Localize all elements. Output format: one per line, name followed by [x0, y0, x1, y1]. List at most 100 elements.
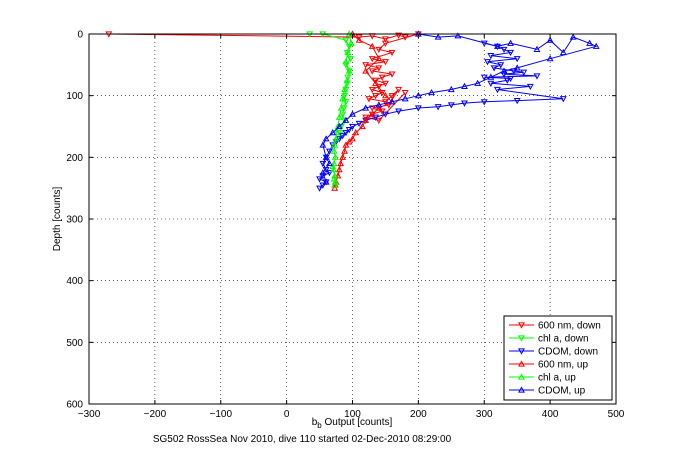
data-point: [347, 39, 355, 46]
data-point: [414, 105, 422, 112]
data-point: [365, 96, 373, 103]
data-point: [484, 59, 491, 66]
data-point: [355, 120, 363, 128]
data-point: [401, 34, 409, 41]
data-point: [343, 76, 351, 83]
data-point: [434, 104, 442, 111]
y-tick-label: 600: [66, 400, 83, 411]
data-point: [395, 32, 403, 39]
data-point: [493, 42, 501, 49]
data-point: [533, 45, 541, 52]
data-point: [447, 85, 455, 93]
data-point: [520, 69, 528, 76]
data-point: [339, 111, 347, 118]
data-point: [375, 55, 383, 62]
data-point: [388, 49, 396, 57]
legend-swatch-marker: [518, 335, 525, 342]
data-point: [329, 129, 337, 136]
x-tick-label: 300: [476, 409, 493, 420]
data-point: [337, 159, 345, 167]
data-point: [335, 166, 343, 173]
y-tick-label: 500: [66, 338, 83, 349]
data-point: [316, 176, 324, 183]
data-point: [337, 104, 345, 111]
data-point: [331, 184, 339, 191]
data-point: [395, 86, 403, 94]
series-600-nm-up: [331, 30, 396, 191]
data-point: [342, 37, 350, 44]
series-cdom-down: [316, 40, 567, 192]
x-tick-label: −300: [78, 409, 101, 420]
x-tick-label: 500: [608, 409, 625, 420]
data-point: [513, 56, 521, 63]
data-point: [339, 133, 347, 140]
legend: 600 nm, down chl a, down CDOM, down 600 nm,…: [503, 315, 613, 401]
data-point: [368, 105, 376, 112]
data-point: [533, 73, 541, 80]
data-point: [342, 58, 350, 65]
data-point: [586, 39, 594, 46]
data-point: [487, 53, 495, 60]
series-cdom-up: [319, 30, 600, 185]
data-point: [355, 36, 363, 43]
y-tick-label: 300: [66, 215, 83, 226]
legend-label: 600 nm, down: [538, 321, 601, 332]
data-point: [368, 110, 376, 117]
data-point: [546, 55, 554, 62]
data-point: [592, 42, 600, 49]
data-point: [368, 68, 376, 75]
x-tick-label: −200: [144, 409, 167, 420]
series-line: [322, 33, 598, 183]
data-point: [316, 185, 324, 192]
data-point: [375, 101, 383, 108]
data-point: [319, 169, 327, 176]
data-point: [325, 148, 333, 155]
data-point: [362, 67, 370, 74]
data-point: [490, 65, 498, 72]
data-point: [513, 98, 521, 105]
data-point: [334, 172, 342, 179]
data-point: [559, 48, 567, 56]
data-point: [330, 147, 338, 154]
data-point: [362, 116, 370, 123]
data-point: [480, 74, 488, 81]
y-axis-label: Depth [counts]: [52, 187, 63, 252]
legend-swatch-marker: [518, 386, 525, 393]
data-point: [368, 86, 376, 94]
data-point: [358, 122, 366, 130]
data-point: [322, 178, 330, 185]
legend-swatch-marker: [518, 360, 525, 367]
data-point: [428, 88, 435, 96]
data-point: [331, 141, 339, 148]
data-point: [329, 142, 337, 149]
data-point: [493, 86, 501, 94]
data-point: [447, 102, 455, 109]
data-point: [329, 166, 337, 173]
x-tick-label: 200: [410, 409, 427, 420]
data-point: [352, 129, 360, 136]
legend-item: 600 nm, up: [509, 360, 588, 371]
data-point: [414, 92, 422, 99]
data-point: [378, 74, 386, 81]
data-point: [368, 56, 376, 63]
plot-series: [105, 30, 600, 192]
data-point: [434, 33, 442, 40]
data-point: [381, 80, 389, 87]
data-point: [401, 95, 409, 102]
data-point: [500, 71, 508, 78]
data-point: [378, 108, 386, 115]
data-point: [339, 153, 347, 160]
data-point: [487, 80, 495, 87]
data-point: [349, 135, 356, 142]
legend-item: chl a, up: [509, 373, 576, 384]
data-point: [388, 93, 396, 100]
legend-swatch-marker: [518, 348, 525, 355]
data-point: [341, 85, 349, 93]
data-point: [381, 40, 389, 47]
data-point: [362, 114, 370, 121]
data-point: [401, 90, 409, 97]
data-point: [375, 83, 383, 91]
legend-label: 600 nm, up: [538, 360, 588, 371]
data-point: [337, 130, 345, 137]
y-tick-label: 100: [66, 91, 83, 102]
